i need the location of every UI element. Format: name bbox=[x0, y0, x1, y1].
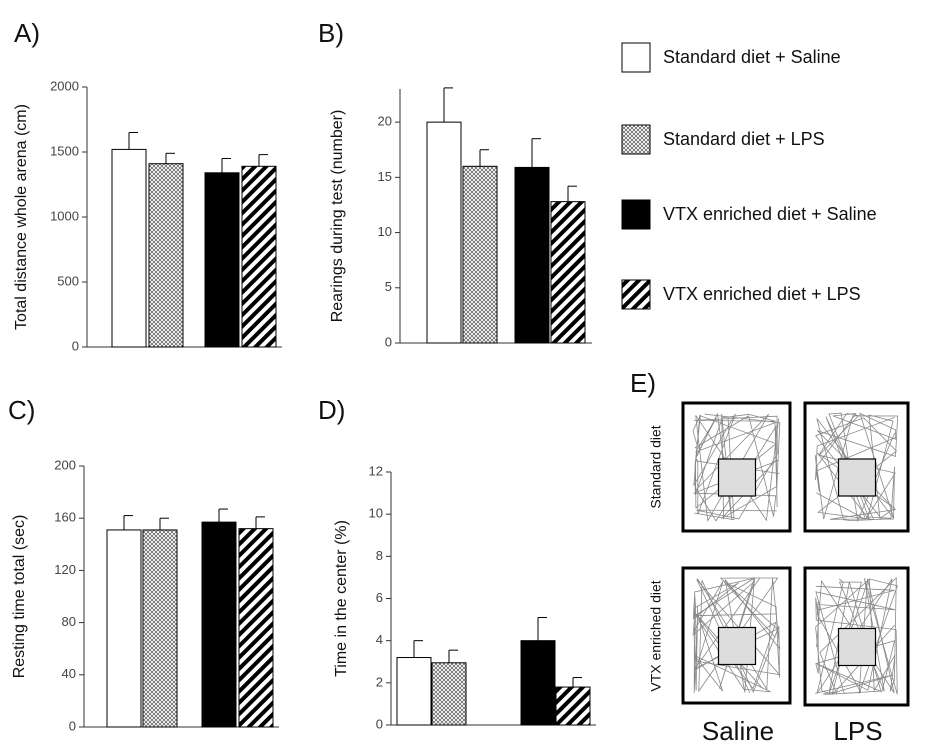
panel-label: C) bbox=[8, 395, 35, 425]
y-tick-label: 0 bbox=[69, 718, 76, 733]
legend-label: VTX enriched diet + Saline bbox=[663, 204, 877, 224]
y-axis-label: Rearings during test (number) bbox=[329, 110, 346, 323]
bar bbox=[397, 658, 431, 725]
y-tick-label: 12 bbox=[369, 463, 383, 478]
bar bbox=[107, 530, 141, 727]
panel-label: A) bbox=[14, 18, 40, 48]
legend-swatch bbox=[622, 43, 650, 72]
y-tick-label: 200 bbox=[54, 457, 76, 472]
figure: E) Standard diet VTX enriched diet Salin… bbox=[0, 0, 943, 745]
y-tick-label: 0 bbox=[376, 716, 383, 731]
bar bbox=[143, 530, 177, 727]
legend-label: Standard diet + Saline bbox=[663, 47, 841, 67]
bar bbox=[242, 166, 276, 347]
bar bbox=[551, 202, 585, 343]
column-label: LPS bbox=[833, 716, 882, 745]
legend-swatch bbox=[622, 125, 650, 154]
bar bbox=[149, 164, 183, 347]
y-tick-label: 10 bbox=[378, 224, 392, 239]
y-tick-label: 40 bbox=[62, 666, 76, 681]
panel-label: E) bbox=[630, 368, 656, 398]
bar bbox=[239, 529, 273, 727]
bar bbox=[112, 149, 146, 347]
y-tick-label: 20 bbox=[378, 114, 392, 129]
y-tick-label: 10 bbox=[369, 506, 383, 521]
center-zone bbox=[719, 628, 756, 665]
y-tick-label: 2 bbox=[376, 674, 383, 689]
y-tick-label: 1000 bbox=[50, 208, 79, 223]
y-tick-label: 8 bbox=[376, 548, 383, 563]
y-tick-label: 5 bbox=[385, 279, 392, 294]
page: E) Standard diet VTX enriched diet Salin… bbox=[0, 0, 943, 745]
column-label: Saline bbox=[702, 716, 774, 745]
bar bbox=[432, 663, 466, 725]
bar bbox=[556, 687, 590, 725]
y-tick-label: 15 bbox=[378, 169, 392, 184]
center-zone bbox=[839, 459, 876, 496]
center-zone bbox=[719, 459, 756, 496]
y-axis-label: Resting time total (sec) bbox=[11, 515, 28, 679]
y-tick-label: 80 bbox=[62, 614, 76, 629]
y-tick-label: 500 bbox=[57, 273, 79, 288]
legend-label: VTX enriched diet + LPS bbox=[663, 284, 861, 304]
bar bbox=[427, 122, 461, 343]
y-tick-label: 2000 bbox=[50, 78, 79, 93]
panel-label: B) bbox=[318, 18, 344, 48]
y-axis-label: Time in the center (%) bbox=[333, 520, 350, 677]
y-tick-label: 0 bbox=[385, 334, 392, 349]
y-tick-label: 160 bbox=[54, 510, 76, 525]
row-label: Standard diet bbox=[648, 425, 664, 508]
y-tick-label: 4 bbox=[376, 632, 383, 647]
bar bbox=[463, 166, 497, 343]
y-axis-label: Total distance whole arena (cm) bbox=[13, 104, 30, 330]
legend-swatch bbox=[622, 280, 650, 309]
legend-swatch bbox=[622, 200, 650, 229]
panel-label: D) bbox=[318, 395, 345, 425]
panel-e: E) Standard diet VTX enriched diet Salin… bbox=[630, 368, 908, 745]
y-tick-label: 6 bbox=[376, 590, 383, 605]
bar bbox=[521, 641, 555, 725]
y-tick-label: 0 bbox=[72, 338, 79, 353]
y-tick-label: 120 bbox=[54, 562, 76, 577]
y-tick-label: 1500 bbox=[50, 143, 79, 158]
row-label: VTX enriched diet bbox=[648, 580, 664, 691]
bar bbox=[205, 173, 239, 347]
bar bbox=[515, 167, 549, 343]
center-zone bbox=[839, 629, 876, 666]
bar bbox=[202, 522, 236, 727]
legend-label: Standard diet + LPS bbox=[663, 129, 825, 149]
